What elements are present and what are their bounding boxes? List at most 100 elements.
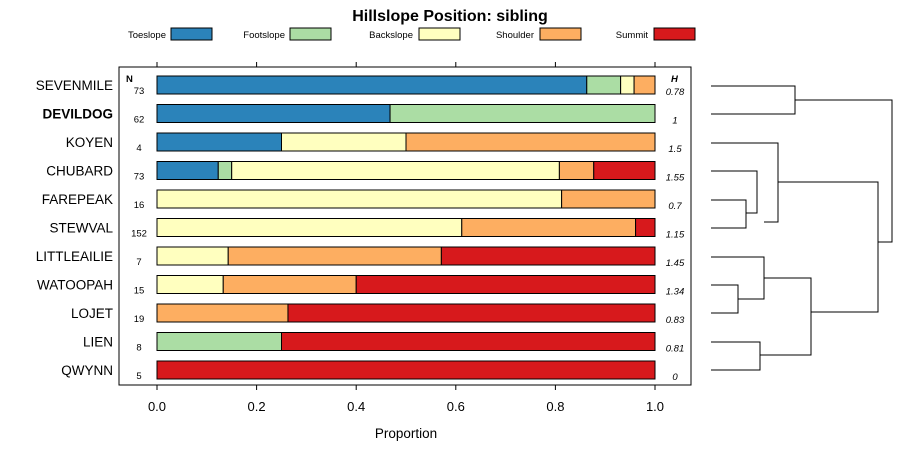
legend-swatch (418, 27, 461, 41)
category-label: DEVILDOG (42, 107, 113, 122)
n-value: 15 (134, 286, 145, 297)
bar-segment (156, 75, 588, 95)
bar-segment (156, 360, 656, 380)
bar-segment (281, 132, 407, 152)
h-value: 1 (672, 116, 677, 127)
legend-swatch (170, 27, 213, 41)
tick-label: 0.0 (148, 399, 166, 414)
category-labels: SEVENMILE DEVILDOG KOYEN CHUBARD FAREPEAK STE… (36, 78, 114, 378)
bar-segment (461, 218, 637, 237)
category-label: LIEN (83, 335, 113, 350)
bar-segment (156, 132, 282, 152)
bar-segment (227, 246, 442, 266)
n-labels: 73 62 4 73 16 152 7 15 19 8 5 (131, 86, 147, 382)
tick-label: 1.0 (646, 399, 664, 414)
h-value: 0.81 (666, 344, 685, 355)
bar-segment (281, 332, 656, 351)
h-value: 1.45 (666, 258, 685, 269)
n-value: 152 (131, 229, 147, 240)
category-label: KOYEN (66, 135, 113, 150)
chart-title: Hillslope Position: sibling (352, 8, 548, 25)
legend-swatch (289, 27, 332, 41)
bar-segment (156, 189, 563, 209)
x-axis-title: Proportion (375, 426, 437, 441)
n-value: 19 (134, 314, 145, 325)
dendro-branch (711, 341, 761, 371)
bar-segment (389, 104, 656, 123)
category-label: LITTLEAILIE (36, 249, 113, 264)
tick-label: 0.8 (546, 399, 564, 414)
dendro-branch (711, 142, 779, 223)
n-value: 73 (134, 172, 145, 183)
legend: Toeslope Footslope Backslope Shoulder Summit (128, 27, 696, 41)
bar-segment (287, 303, 656, 323)
legend-swatch (653, 27, 696, 41)
bar-segment (156, 218, 463, 237)
category-label: CHUBARD (46, 164, 113, 179)
bar-segment (156, 332, 282, 351)
category-label: FAREPEAK (42, 192, 113, 207)
h-value: 0.7 (668, 201, 682, 212)
bar-segment (156, 246, 229, 266)
dendrogram (711, 85, 893, 371)
bar-segment (440, 246, 656, 266)
dendro-branch (711, 85, 796, 115)
n-value: 73 (134, 86, 145, 97)
bar-segment (586, 75, 622, 95)
bar-segment (405, 132, 656, 152)
h-value: 0 (672, 372, 678, 383)
h-value: 1.34 (666, 287, 685, 298)
bar-segment (217, 161, 233, 180)
bar-segment (593, 161, 656, 180)
bar-segment (231, 161, 560, 180)
bar-segment (156, 275, 224, 294)
category-label: WATOOPAH (37, 278, 113, 293)
bar-segment (156, 104, 391, 123)
n-value: 7 (136, 257, 141, 268)
bar-segment (635, 218, 656, 237)
dendro-branch (711, 199, 747, 229)
bar-segment (156, 303, 289, 323)
tick-label: 0.6 (447, 399, 465, 414)
legend-label: Toeslope (128, 30, 166, 41)
bars (156, 75, 656, 380)
category-label: STEWVAL (49, 221, 113, 236)
dendro-branch (760, 277, 812, 356)
plot-frame (118, 66, 692, 386)
h-value: 1.15 (666, 230, 685, 241)
category-label: SEVENMILE (36, 78, 113, 93)
n-value: 8 (136, 343, 141, 354)
dendro-branch (711, 170, 758, 214)
n-value: 62 (134, 115, 145, 126)
h-labels: 0.78 1 1.5 1.55 0.7 1.15 1.45 1.34 0.83 0.81 0 (666, 87, 685, 383)
legend-swatch (539, 27, 582, 41)
n-value: 16 (134, 200, 145, 211)
n-column-header: N (126, 74, 133, 85)
bar-segment (222, 275, 357, 294)
legend-label: Footslope (243, 30, 285, 41)
h-value: 1.55 (666, 173, 685, 184)
x-axis-ticks: 0.0 0.2 0.4 0.6 0.8 1.0 (148, 62, 664, 414)
legend-label: Summit (616, 30, 649, 41)
h-value: 0.83 (666, 315, 685, 326)
tick-label: 0.2 (248, 399, 266, 414)
dendro-branch (795, 99, 893, 243)
bar-segment (355, 275, 656, 294)
n-value: 5 (136, 371, 141, 382)
h-column-header: H (671, 74, 679, 85)
legend-label: Backslope (369, 30, 413, 41)
n-value: 4 (136, 143, 141, 154)
bar-segment (558, 161, 595, 180)
bar-segment (156, 161, 219, 180)
h-value: 0.78 (666, 87, 685, 98)
dendro-branch (778, 181, 879, 313)
dendro-branch (711, 284, 739, 314)
category-label: LOJET (71, 306, 113, 321)
bar-segment (561, 189, 656, 209)
category-label: QWYNN (61, 363, 113, 378)
bar-segment (633, 75, 656, 95)
bar-segment (620, 75, 635, 95)
legend-label: Shoulder (496, 30, 534, 41)
h-value: 1.5 (668, 144, 682, 155)
